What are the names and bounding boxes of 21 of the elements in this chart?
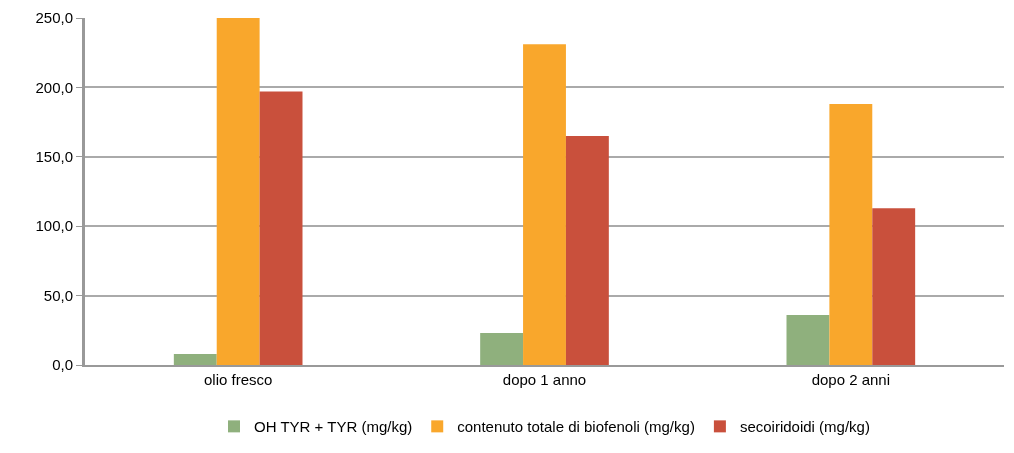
legend-label: secoiridoidi (mg/kg) (739, 418, 870, 436)
y-tick-label: 0,0 (52, 356, 73, 374)
bar (259, 91, 303, 365)
bar (565, 135, 609, 365)
x-tick-label: dopo 1 anno (502, 371, 587, 388)
y-tick-label: 50,0 (43, 286, 73, 304)
y-tick-label: 150,0 (35, 148, 73, 166)
bar (523, 44, 566, 365)
y-tick-label: 100,0 (35, 217, 73, 235)
x-tick-label: olio fresco (203, 371, 273, 388)
bar (872, 208, 916, 365)
bar (786, 315, 830, 365)
bar (829, 104, 873, 365)
legend-label: contenuto totale di biofenoli (mg/kg) (457, 418, 695, 436)
x-tick-label: dopo 2 anni (811, 371, 891, 388)
y-tick-label: 200,0 (35, 78, 73, 96)
legend-label: OH TYR + TYR (mg/kg) (254, 418, 413, 436)
bar (480, 333, 524, 365)
bar (216, 18, 260, 365)
bar (173, 353, 217, 365)
y-tick-label: 250,0 (35, 9, 73, 27)
